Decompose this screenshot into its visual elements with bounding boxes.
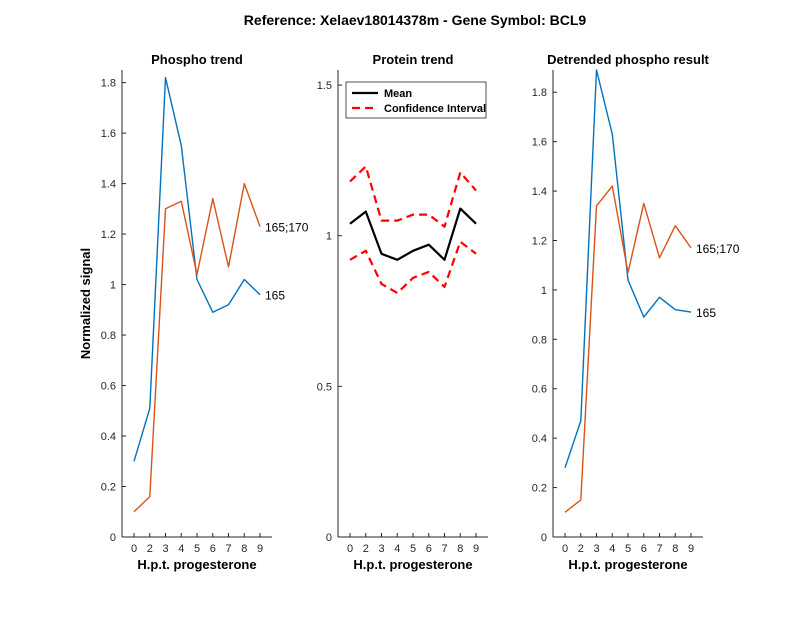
- y-tick-label: 0.2: [101, 482, 116, 494]
- x-tick-label: 0: [562, 543, 568, 555]
- y-tick-label: 1: [326, 231, 332, 243]
- x-tick-label: 2: [363, 543, 369, 555]
- legend-entry-mean: Mean: [384, 88, 412, 100]
- x-tick-label: 3: [378, 543, 384, 555]
- y-tick-label: 1: [110, 280, 116, 292]
- x-tick-label: 9: [688, 543, 694, 555]
- series-line-165: [133, 76, 261, 462]
- x-tick-label: 6: [641, 543, 647, 555]
- legend-entry-confidence-interval: Confidence Interval: [384, 103, 486, 115]
- y-axis-label: Normalized signal: [78, 248, 93, 359]
- y-tick-label: 1.4: [101, 179, 116, 191]
- y-tick-label: 0.8: [101, 330, 116, 342]
- y-tick-label: 1.2: [101, 229, 116, 241]
- figure-suptitle: Reference: Xelaev18014378m - Gene Symbol…: [244, 12, 587, 28]
- x-axis-label: H.p.t. progesterone: [137, 557, 256, 572]
- x-tick-label: 8: [457, 543, 463, 555]
- series-end-label: 165: [696, 306, 716, 320]
- x-axis-label: H.p.t. progesterone: [353, 557, 472, 572]
- panel-title: Protein trend: [373, 52, 454, 67]
- series-end-label: 165;170: [696, 242, 740, 256]
- panel-detrended-phospho: Detrended phospho result 0 0.2 0.4 0.6 0.8 1 1.…: [532, 52, 740, 572]
- legend-box: [345, 81, 487, 119]
- y-tick-label: 0.5: [317, 381, 332, 393]
- x-tick-label: 3: [593, 543, 599, 555]
- panel-title: Phospho trend: [151, 52, 243, 67]
- x-tick-label: 8: [672, 543, 678, 555]
- x-tick-label: 5: [410, 543, 416, 555]
- y-tick-label: 1: [541, 285, 547, 297]
- x-axis-label: H.p.t. progesterone: [568, 557, 687, 572]
- series-line-confidence-interval-2: [349, 240, 477, 295]
- series-line-165-170: [133, 182, 261, 513]
- x-tick-label: 5: [194, 543, 200, 555]
- x-tick-label: 2: [578, 543, 584, 555]
- x-tick-label: 6: [426, 543, 432, 555]
- y-tick-label: 1.6: [532, 137, 547, 149]
- y-tick-label: 1.8: [532, 87, 547, 99]
- x-tick-label: 7: [225, 543, 231, 555]
- x-tick-label: 5: [625, 543, 631, 555]
- y-tick-label: 0.4: [101, 431, 116, 443]
- x-tick-label: 4: [609, 543, 615, 555]
- y-tick-label: 0.2: [532, 483, 547, 495]
- y-tick-label: 1.4: [532, 186, 547, 198]
- x-tick-label: 0: [347, 543, 353, 555]
- x-tick-label: 0: [131, 543, 137, 555]
- y-tick-label: 1.2: [532, 235, 547, 247]
- y-tick-label: 0.6: [532, 384, 547, 396]
- x-tick-label: 7: [441, 543, 447, 555]
- x-tick-label: 8: [241, 543, 247, 555]
- panel-title: Detrended phospho result: [547, 52, 709, 67]
- x-tick-label: 9: [473, 543, 479, 555]
- series-line-165: [564, 69, 692, 469]
- x-tick-label: 2: [147, 543, 153, 555]
- y-tick-label: 0.8: [532, 334, 547, 346]
- series-line-165-170: [564, 185, 692, 513]
- series-end-label: 165: [265, 289, 285, 303]
- y-tick-label: 1.6: [101, 128, 116, 140]
- panel-phospho-trend: Phospho trend 0 0.2 0.4 0.6 0.8 1 1.2 1.4 1.6 1.8 0…: [78, 52, 309, 572]
- x-tick-label: 4: [178, 543, 184, 555]
- y-tick-label: 0.6: [101, 381, 116, 393]
- x-tick-label: 6: [210, 543, 216, 555]
- series-end-label: 165;170: [265, 221, 309, 235]
- x-tick-label: 7: [656, 543, 662, 555]
- y-tick-label: 0: [541, 532, 547, 544]
- y-tick-label: 0: [110, 532, 116, 544]
- y-tick-label: 1.5: [317, 80, 332, 92]
- series-line-confidence-interval-1: [349, 165, 477, 228]
- series-line-mean: [349, 207, 477, 261]
- x-tick-label: 4: [394, 543, 400, 555]
- x-tick-label: 3: [162, 543, 168, 555]
- y-tick-label: 1.8: [101, 78, 116, 90]
- x-tick-label: 9: [257, 543, 263, 555]
- y-tick-label: 0: [326, 532, 332, 544]
- y-tick-label: 0.4: [532, 433, 547, 445]
